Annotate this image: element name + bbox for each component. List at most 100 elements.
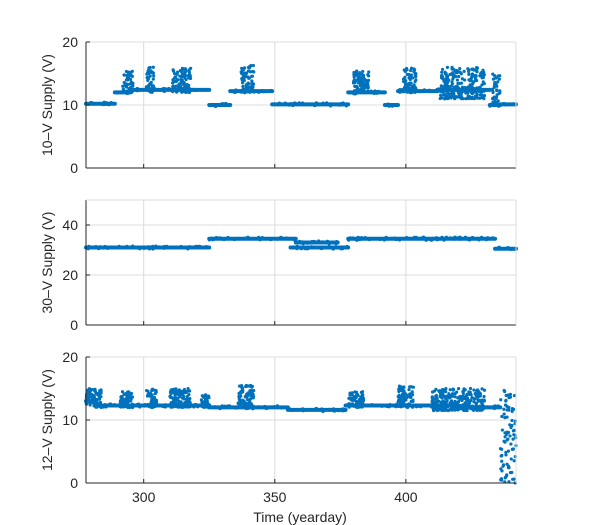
data-point <box>428 89 432 93</box>
data-point <box>223 236 228 241</box>
data-point <box>363 236 367 240</box>
data-point <box>472 400 476 404</box>
data-point <box>213 405 217 409</box>
data-point <box>364 84 368 89</box>
y-tick-label: 20 <box>62 34 78 50</box>
data-point <box>453 97 457 101</box>
data-point <box>323 408 328 412</box>
data-point <box>413 72 417 77</box>
data-point <box>470 406 474 410</box>
data-point <box>123 404 127 409</box>
data-point <box>512 433 516 437</box>
data-point <box>444 387 448 391</box>
data-point <box>148 74 152 78</box>
data-point <box>325 239 329 243</box>
data-point <box>347 238 351 242</box>
data-point <box>365 81 369 85</box>
data-point <box>212 103 217 107</box>
data-point <box>232 237 237 242</box>
data-point <box>89 400 93 404</box>
data-point <box>100 404 104 408</box>
data-point <box>146 68 151 72</box>
data-point <box>444 397 448 401</box>
data-point <box>470 82 475 86</box>
data-point <box>439 90 443 94</box>
data-point <box>242 402 247 406</box>
data-point <box>200 400 204 404</box>
data-point <box>154 244 158 248</box>
data-point <box>405 72 409 77</box>
x-tick-label: 300 <box>132 489 156 505</box>
x-tick-label: 400 <box>394 489 418 505</box>
data-point <box>451 90 455 95</box>
data-point <box>496 404 501 408</box>
data-point <box>84 402 89 406</box>
data-point <box>124 82 129 86</box>
data-point <box>468 386 473 391</box>
data-point <box>94 391 98 395</box>
data-point <box>444 394 449 398</box>
data-point <box>301 409 305 413</box>
data-point <box>468 238 472 242</box>
data-point <box>205 399 209 403</box>
data-point <box>260 88 265 93</box>
data-point <box>398 87 402 92</box>
data-point <box>466 87 470 92</box>
data-point <box>162 244 167 249</box>
data-point <box>405 68 409 72</box>
data-point <box>331 247 335 251</box>
data-point <box>510 409 514 413</box>
data-point <box>462 408 466 413</box>
data-point <box>128 77 133 81</box>
data-point <box>181 67 186 71</box>
data-point <box>493 99 497 104</box>
data-point <box>279 235 283 240</box>
data-point <box>150 90 154 94</box>
data-point <box>189 403 193 407</box>
data-point <box>464 96 468 101</box>
data-point <box>493 404 497 408</box>
data-point <box>450 67 454 71</box>
data-point <box>369 89 373 93</box>
data-point <box>504 453 508 457</box>
data-point <box>361 69 365 74</box>
data-point <box>176 390 180 394</box>
data-point <box>171 90 175 94</box>
data-point <box>481 398 485 402</box>
data-point <box>486 236 490 240</box>
data-point <box>244 383 248 388</box>
data-point <box>470 72 475 76</box>
data-point <box>493 80 497 85</box>
data-point <box>263 404 267 409</box>
data-point <box>239 90 243 94</box>
data-point <box>503 390 507 394</box>
data-point <box>176 86 180 90</box>
data-point <box>242 74 246 78</box>
data-point <box>171 84 176 88</box>
data-point <box>280 102 284 106</box>
data-point <box>458 394 463 399</box>
data-point <box>461 390 465 394</box>
data-point <box>509 247 514 251</box>
data-point <box>360 235 364 240</box>
data-point <box>394 237 398 242</box>
data-point <box>129 90 134 94</box>
data-point <box>499 454 503 458</box>
data-point <box>419 236 423 240</box>
data-point <box>250 79 254 83</box>
data-point <box>430 395 434 399</box>
data-point <box>451 402 455 406</box>
data-point <box>126 405 130 409</box>
data-point <box>295 244 299 248</box>
data-point <box>272 405 276 410</box>
data-point <box>399 385 403 389</box>
data-point <box>451 392 455 396</box>
data-point <box>491 77 496 81</box>
data-point <box>414 235 418 239</box>
ylabel-12v-supply: 12–V Supply (V) <box>39 369 55 471</box>
data-point <box>440 404 444 408</box>
data-point <box>238 405 242 409</box>
data-point <box>358 80 363 85</box>
data-point <box>172 72 177 76</box>
data-point <box>143 402 147 407</box>
